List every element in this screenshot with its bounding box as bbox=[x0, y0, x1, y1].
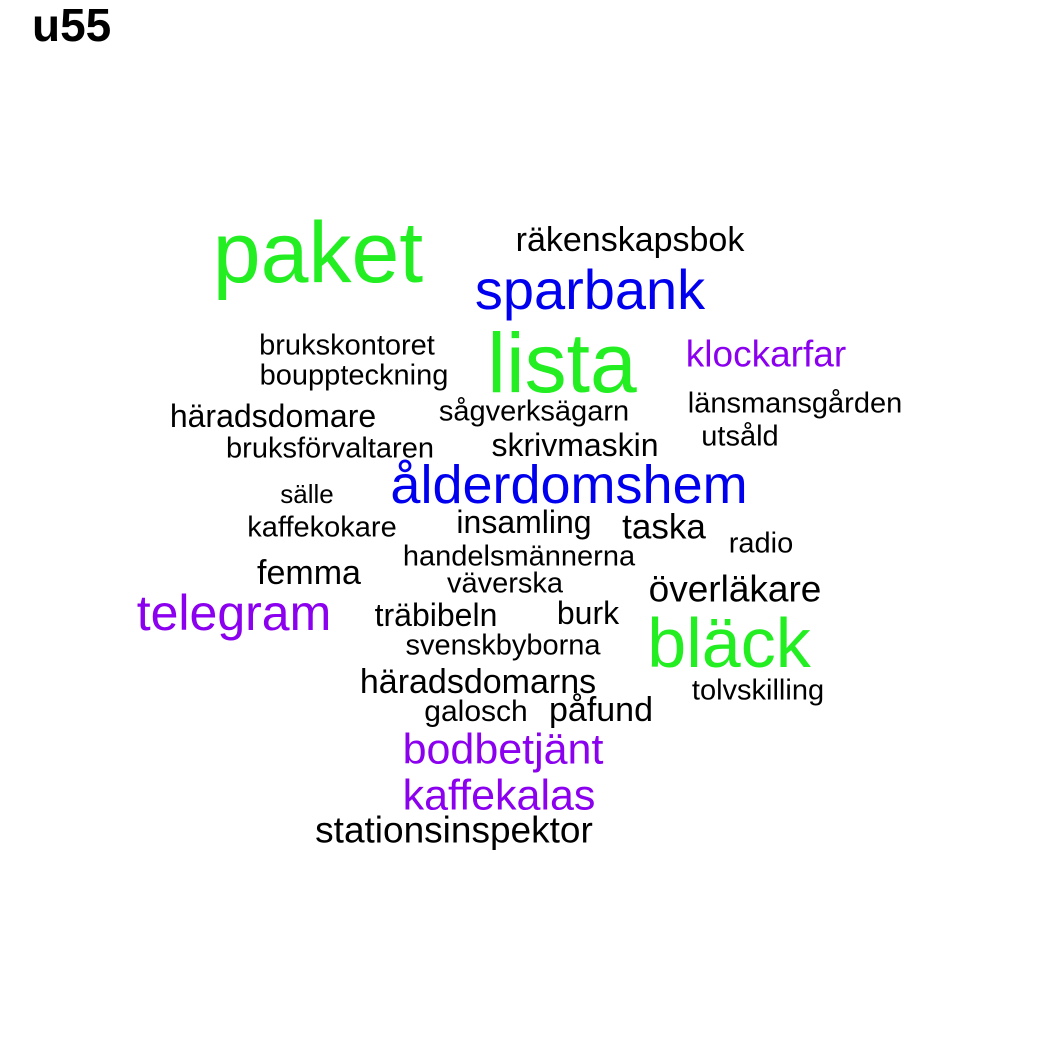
cloud-word: femma bbox=[257, 554, 361, 592]
cloud-word: paket bbox=[212, 205, 424, 301]
cloud-word: sälle bbox=[280, 479, 334, 509]
page-title: u55 bbox=[32, 0, 112, 51]
cloud-word: tolvskilling bbox=[691, 674, 825, 707]
cloud-word: burk bbox=[556, 595, 620, 631]
cloud-word: utsåld bbox=[701, 420, 779, 453]
cloud-word: räkenskapsbok bbox=[515, 221, 745, 259]
cloud-word: telegram bbox=[136, 585, 332, 641]
cloud-word: väverska bbox=[446, 567, 564, 600]
cloud-word: sågverksägarn bbox=[438, 395, 630, 428]
cloud-word: bruksförvaltaren bbox=[226, 432, 434, 465]
cloud-word: lista bbox=[487, 316, 637, 410]
cloud-word: häradsdomarns bbox=[359, 663, 597, 701]
cloud-word: kaffekokare bbox=[247, 511, 397, 544]
cloud-word: klockarfar bbox=[685, 333, 847, 375]
cloud-word: taska bbox=[622, 507, 706, 547]
cloud-word: träbibeln bbox=[374, 597, 498, 633]
cloud-word: sparbank bbox=[474, 258, 706, 321]
cloud-word: handelsmännerna bbox=[402, 540, 636, 573]
cloud-word: brukskontoret bbox=[259, 329, 435, 362]
cloud-word: ålderdomshem bbox=[390, 455, 748, 515]
cloud-word: bläck bbox=[647, 604, 811, 682]
cloud-word: påfund bbox=[549, 691, 653, 729]
cloud-word: överläkare bbox=[648, 568, 822, 610]
cloud-word: svenskbyborna bbox=[405, 629, 601, 662]
cloud-word: häradsdomare bbox=[169, 398, 377, 434]
cloud-word: radio bbox=[728, 527, 794, 560]
cloud-word: bodbetjänt bbox=[402, 725, 604, 774]
cloud-word: stationsinspektor bbox=[315, 809, 593, 851]
cloud-word: kaffekalas bbox=[402, 771, 596, 820]
cloud-word: insamling bbox=[456, 504, 592, 540]
cloud-word: skrivmaskin bbox=[491, 427, 659, 463]
cloud-word: bouppteckning bbox=[259, 359, 449, 392]
cloud-word: länsmansgården bbox=[687, 387, 903, 420]
cloud-word: galosch bbox=[424, 695, 528, 728]
